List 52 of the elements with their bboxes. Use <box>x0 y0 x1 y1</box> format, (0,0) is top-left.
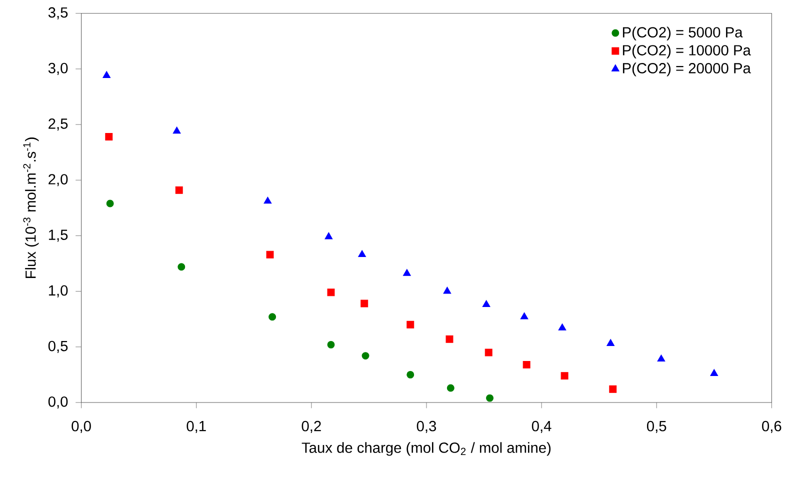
y-tick-label: 3,0 <box>48 62 68 76</box>
point <box>402 269 411 276</box>
point <box>105 133 113 141</box>
point <box>710 369 718 376</box>
point <box>175 186 183 194</box>
x-axis-title: Taux de charge (mol CO$_{2}$ / mol amine) <box>302 442 551 456</box>
y-tick-label: 0,5 <box>48 340 68 354</box>
point <box>106 200 114 208</box>
y-tick-label: 0,0 <box>48 396 68 409</box>
point <box>609 386 617 393</box>
x-tick-label: 0,0 <box>72 421 91 434</box>
x-tick-label: 0,3 <box>416 421 436 434</box>
y-tick-label: 2,0 <box>48 174 68 186</box>
point <box>358 250 366 258</box>
point <box>266 250 274 258</box>
point <box>406 321 414 328</box>
x-tick-label: 0,6 <box>762 421 782 434</box>
point <box>446 384 454 392</box>
point <box>560 372 568 380</box>
y-tick-label: 1,0 <box>48 285 68 298</box>
x-tick-label: 0,1 <box>186 421 206 434</box>
legend-label: P(CO2) = 5000 Pa <box>622 26 743 40</box>
point <box>172 126 181 134</box>
point <box>362 352 370 360</box>
point <box>178 263 186 271</box>
legend-label: P(CO2) = 10000 Pa <box>622 44 751 58</box>
y-tick-label: 2,5 <box>48 118 68 131</box>
point <box>606 339 615 346</box>
x-tick-label: 0,5 <box>646 421 666 434</box>
point <box>522 361 530 369</box>
y-axis-title: Flux (10$^{-3}$ mol.m$^{-2}$.s$^{-1}$) <box>23 138 39 278</box>
legend-label: P(CO2) = 20000 Pa <box>622 62 751 76</box>
x-tick-label: 0,4 <box>532 421 552 434</box>
point <box>446 335 454 343</box>
point <box>268 313 276 321</box>
point <box>327 288 335 296</box>
point <box>327 341 335 349</box>
point <box>102 71 111 78</box>
y-tick-label: 1,5 <box>48 230 68 242</box>
point <box>360 300 368 308</box>
point <box>484 348 492 356</box>
point <box>486 394 494 402</box>
point <box>324 232 333 240</box>
x-tick-label: 0,2 <box>302 421 321 434</box>
point <box>443 286 452 294</box>
point <box>657 354 666 362</box>
point <box>264 196 272 204</box>
point <box>558 324 566 330</box>
y-tick-label: 3,5 <box>48 7 68 20</box>
point <box>482 300 490 308</box>
point <box>520 312 528 320</box>
point <box>406 371 414 379</box>
